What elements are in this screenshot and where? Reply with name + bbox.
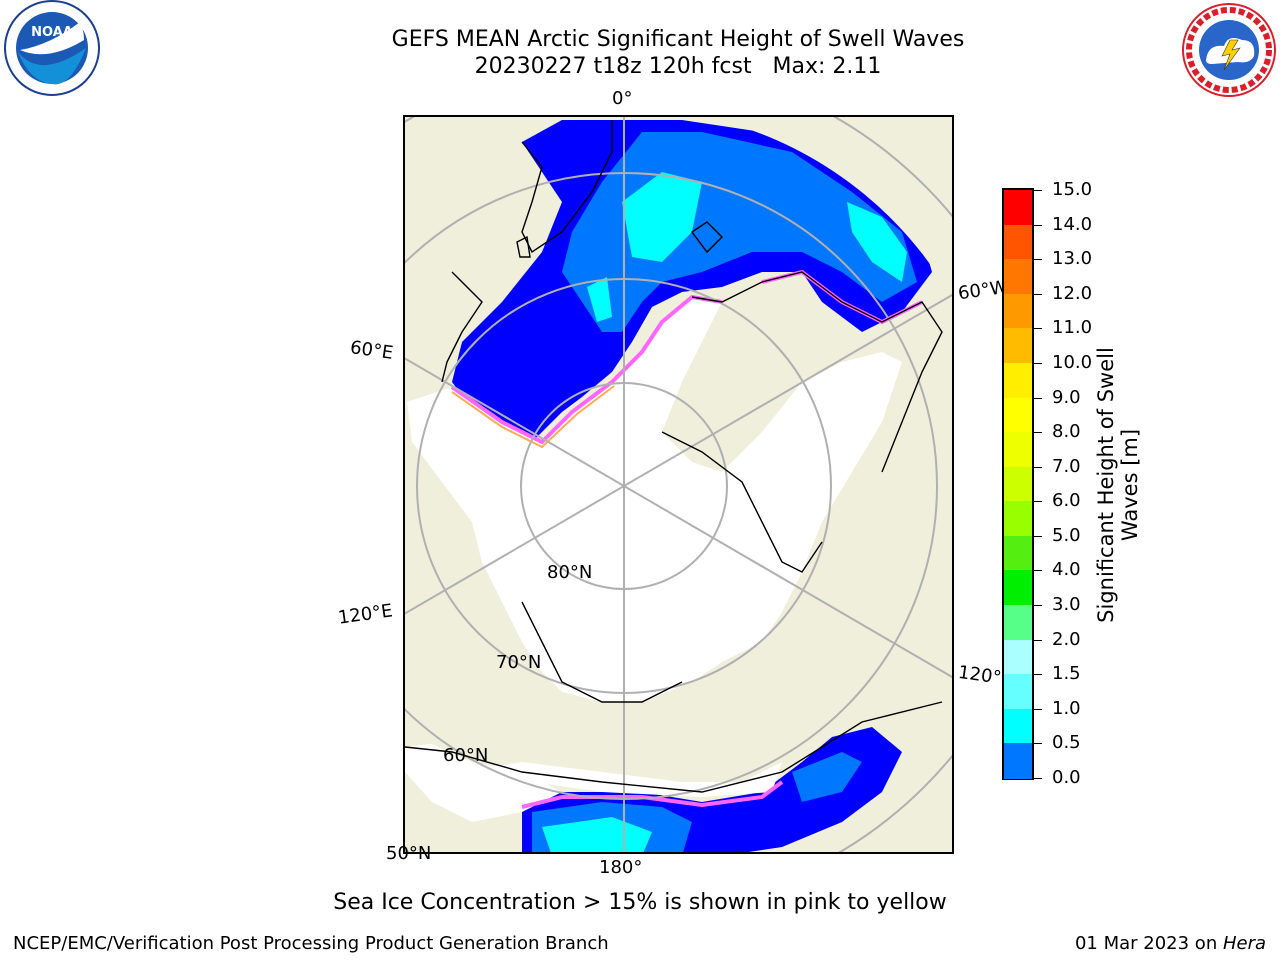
polar-map — [405, 117, 952, 852]
footer-host: Hera — [1222, 933, 1266, 954]
colorbar-segment — [1004, 190, 1032, 226]
colorbar-tick-label: 11.0 — [1052, 317, 1093, 339]
colorbar-tick-label: 0.0 — [1052, 767, 1081, 788]
colorbar-segment — [1004, 432, 1032, 468]
colorbar-tick — [1034, 397, 1042, 399]
arctic-ice — [407, 297, 902, 702]
footer-date-text: 01 Mar 2023 on — [1074, 933, 1223, 954]
colorbar-segment — [1004, 708, 1032, 744]
colorbar-tick — [1034, 535, 1042, 537]
colorbar-title: Significant Height of Swell Waves [m] — [1094, 347, 1142, 623]
colorbar-segment — [1004, 501, 1032, 537]
colorbar-tick — [1034, 778, 1042, 779]
colorbar-segment — [1004, 639, 1032, 675]
lat-label-50n: 50°N — [386, 843, 432, 864]
footer-date: 01 Mar 2023 on Hera — [1075, 933, 1266, 954]
colorbar-segment — [1004, 293, 1032, 329]
colorbar-tick — [1034, 328, 1042, 330]
colorbar-segment — [1004, 224, 1032, 260]
noaa-logo-text: NOAA — [31, 25, 73, 40]
colorbar-tick-label: 6.0 — [1052, 490, 1081, 512]
colorbar-tick — [1034, 466, 1042, 468]
lon-label-180: 180° — [599, 857, 643, 878]
colorbar-segment — [1004, 674, 1032, 710]
colorbar-tick-label: 3.0 — [1052, 594, 1081, 616]
bering-ice — [405, 744, 562, 822]
colorbar-tick — [1034, 639, 1042, 641]
colorbar-segment — [1004, 259, 1032, 295]
colorbar-segment — [1004, 328, 1032, 364]
colorbar-tick — [1034, 190, 1042, 191]
lat-label-70n: 70°N — [496, 652, 542, 673]
colorbar-segment — [1004, 535, 1032, 572]
colorbar-tick-label: 0.5 — [1052, 732, 1081, 754]
chart-title: GEFS MEAN Arctic Significant Height of S… — [391, 27, 965, 52]
colorbar-tick — [1034, 432, 1042, 434]
colorbar-tick — [1034, 224, 1042, 226]
colorbar-tick-label: 1.0 — [1052, 697, 1081, 719]
footer-credit: NCEP/EMC/Verification Post Processing Pr… — [13, 933, 609, 954]
colorbar-tick-label: 12.0 — [1052, 282, 1093, 304]
colorbar-tick — [1034, 293, 1042, 295]
lon-label-60e: 60°E — [348, 337, 395, 364]
lon-label-120e: 120°E — [336, 600, 394, 629]
colorbar-tick-label: 2.0 — [1052, 628, 1081, 650]
colorbar-tick-label: 4.0 — [1052, 559, 1081, 581]
colorbar-tick — [1034, 362, 1042, 364]
coastlines — [405, 120, 943, 793]
colorbar-tick — [1034, 605, 1042, 607]
colorbar-segment — [1004, 397, 1032, 433]
colorbar-tick-label: 5.0 — [1052, 524, 1081, 546]
colorbar-tick-label: 14.0 — [1052, 213, 1093, 235]
colorbar-tick-label: 10.0 — [1052, 351, 1093, 373]
colorbar-tick — [1034, 259, 1042, 261]
colorbar-tick-label: 15.0 — [1052, 179, 1093, 200]
colorbar-segment — [1004, 743, 1032, 779]
colorbar-tick-label: 7.0 — [1052, 455, 1081, 477]
colorbar-tick-label: 1.5 — [1052, 663, 1081, 685]
map-panel — [403, 115, 954, 854]
lat-label-60n: 60°N — [443, 745, 489, 766]
colorbar-tick — [1034, 674, 1042, 676]
swell-field-north — [452, 120, 932, 452]
colorbar-tick-label: 13.0 — [1052, 248, 1093, 270]
colorbar-segment — [1004, 466, 1032, 502]
colorbar — [1002, 188, 1034, 780]
colorbar-segment — [1004, 605, 1032, 641]
colorbar-tick — [1034, 570, 1042, 572]
colorbar-tick — [1034, 743, 1042, 745]
chart-subtitle: 20230227 t18z 120h fcst Max: 2.11 — [474, 54, 882, 79]
colorbar-segment — [1004, 362, 1032, 399]
colorbar-tick — [1034, 501, 1042, 503]
colorbar-segment — [1004, 570, 1032, 606]
nws-logo — [1182, 3, 1276, 97]
colorbar-tick-label: 8.0 — [1052, 421, 1081, 443]
sea-ice-note: Sea Ice Concentration > 15% is shown in … — [333, 890, 947, 915]
lon-label-0: 0° — [612, 88, 633, 109]
noaa-logo: NOAA — [4, 0, 100, 96]
colorbar-tick-label: 9.0 — [1052, 386, 1081, 408]
colorbar-tick — [1034, 708, 1042, 710]
lat-label-80n: 80°N — [547, 562, 593, 583]
